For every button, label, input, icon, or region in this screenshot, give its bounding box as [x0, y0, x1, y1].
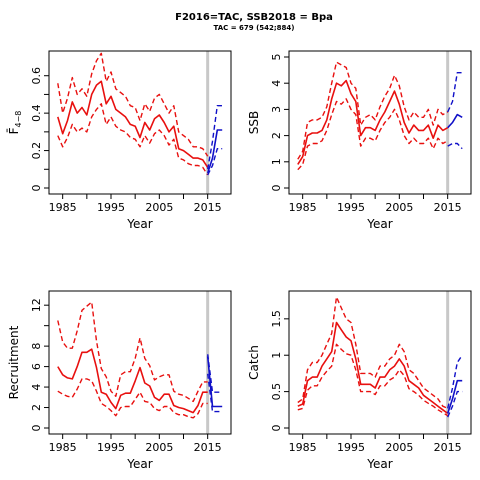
historical-lower-line — [57, 103, 209, 176]
historical-lower-line — [297, 98, 449, 171]
y-axis-label: F̄4−8 — [7, 111, 23, 135]
x-tick-label: 1985 — [49, 201, 77, 214]
x-tick-label: 2005 — [145, 441, 173, 454]
projection-estimate-line — [206, 356, 223, 408]
projection-upper-line — [447, 354, 463, 409]
y-tick-label: 8 — [30, 343, 43, 350]
projection-lower-line — [447, 142, 463, 150]
x-tick-label: 1995 — [97, 441, 125, 454]
historical-lower-line — [57, 378, 208, 419]
x-tick-label: 1985 — [289, 441, 317, 454]
y-tick-label: 0.5 — [270, 383, 283, 401]
x-tick-label: 2005 — [385, 441, 413, 454]
historical-estimate-line — [57, 80, 209, 168]
x-axis-label: Year — [366, 457, 392, 471]
ssb-panel: 1985 1995 2005 2015 0 1 2 3 4 5 Year SSB — [247, 50, 472, 231]
y-tick-label: 4 — [270, 80, 283, 87]
y-tick-label: 0.6 — [30, 67, 43, 85]
y-axis-label: Recruitment — [7, 325, 21, 399]
x-tick-label: 1995 — [337, 201, 365, 214]
y-tick-label: 3 — [270, 106, 283, 113]
y-tick-label: 0 — [270, 425, 283, 432]
projection-estimate-line — [447, 113, 463, 129]
plot-frame — [48, 50, 232, 195]
historical-estimate-line — [57, 348, 208, 414]
projection-lower-line — [207, 373, 223, 413]
x-axis-label: Year — [126, 457, 152, 471]
y-tick-label: 0 — [30, 185, 43, 192]
y-tick-label: 0 — [30, 425, 43, 432]
plot-frame — [288, 50, 472, 195]
y-tick-label: 1 — [270, 158, 283, 165]
projection-estimate-line — [446, 379, 463, 414]
y-tick-label: 2 — [30, 404, 43, 411]
f-bar-panel: 1985 1995 2005 2015 0 0.2 0.4 0.6 Year F̄4−8 — [7, 50, 232, 231]
x-tick-label: 2005 — [385, 201, 413, 214]
projection-lower-line — [207, 147, 223, 176]
y-tick-label: 4 — [30, 384, 43, 391]
y-tick-label: 1 — [270, 352, 283, 359]
figure-title: F2016=TAC, SSB2018 = Bpa — [175, 12, 333, 23]
x-tick-label: 1985 — [289, 201, 317, 214]
y-tick-label: 0.4 — [30, 104, 43, 122]
x-tick-label: 1995 — [337, 441, 365, 454]
projection-estimate-line — [206, 129, 223, 174]
y-tick-label: 6 — [30, 363, 43, 370]
x-tick-label: 1985 — [49, 441, 77, 454]
catch-panel: 1985 1995 2005 2015 0 0.5 1 1.5 Year Catch — [247, 290, 472, 471]
x-tick-label: 1995 — [97, 201, 125, 214]
historical-upper-line — [57, 301, 208, 403]
y-tick-label: 5 — [270, 54, 283, 61]
historical-upper-line — [297, 296, 448, 410]
x-tick-label: 2005 — [145, 201, 173, 214]
y-tick-label: 0.2 — [30, 142, 43, 160]
historical-upper-line — [57, 52, 209, 157]
figure-subtitle: TAC = 679 (542;884) — [214, 24, 295, 32]
y-tick-label: 2 — [270, 132, 283, 139]
x-axis-label: Year — [126, 217, 152, 231]
y-tick-label: 0 — [270, 185, 283, 192]
x-tick-label: 2015 — [194, 201, 222, 214]
historical-upper-line — [297, 61, 449, 160]
projection-upper-line — [207, 354, 223, 393]
recruitment-panel: 1985 1995 2005 2015 0 2 4 6 8 12 Year Recruitment — [7, 290, 232, 471]
x-tick-label: 2015 — [434, 201, 462, 214]
historical-lower-line — [297, 343, 449, 417]
projection-upper-line — [447, 71, 463, 113]
historical-estimate-line — [297, 79, 449, 165]
historical-estimate-line — [297, 321, 449, 415]
y-axis-label: Catch — [247, 345, 261, 380]
y-axis-label-subscript: 4−8 — [14, 111, 23, 128]
y-axis-label: SSB — [247, 111, 261, 134]
y-tick-label: 12 — [30, 298, 43, 312]
y-tick-label: 1.5 — [270, 310, 283, 328]
projection-lower-line — [447, 390, 463, 418]
projection-upper-line — [207, 104, 223, 170]
x-axis-label: Year — [366, 217, 392, 231]
plot-frame — [48, 290, 232, 435]
x-tick-label: 2015 — [194, 441, 222, 454]
x-tick-label: 2015 — [434, 441, 462, 454]
plot-frame — [288, 290, 472, 435]
